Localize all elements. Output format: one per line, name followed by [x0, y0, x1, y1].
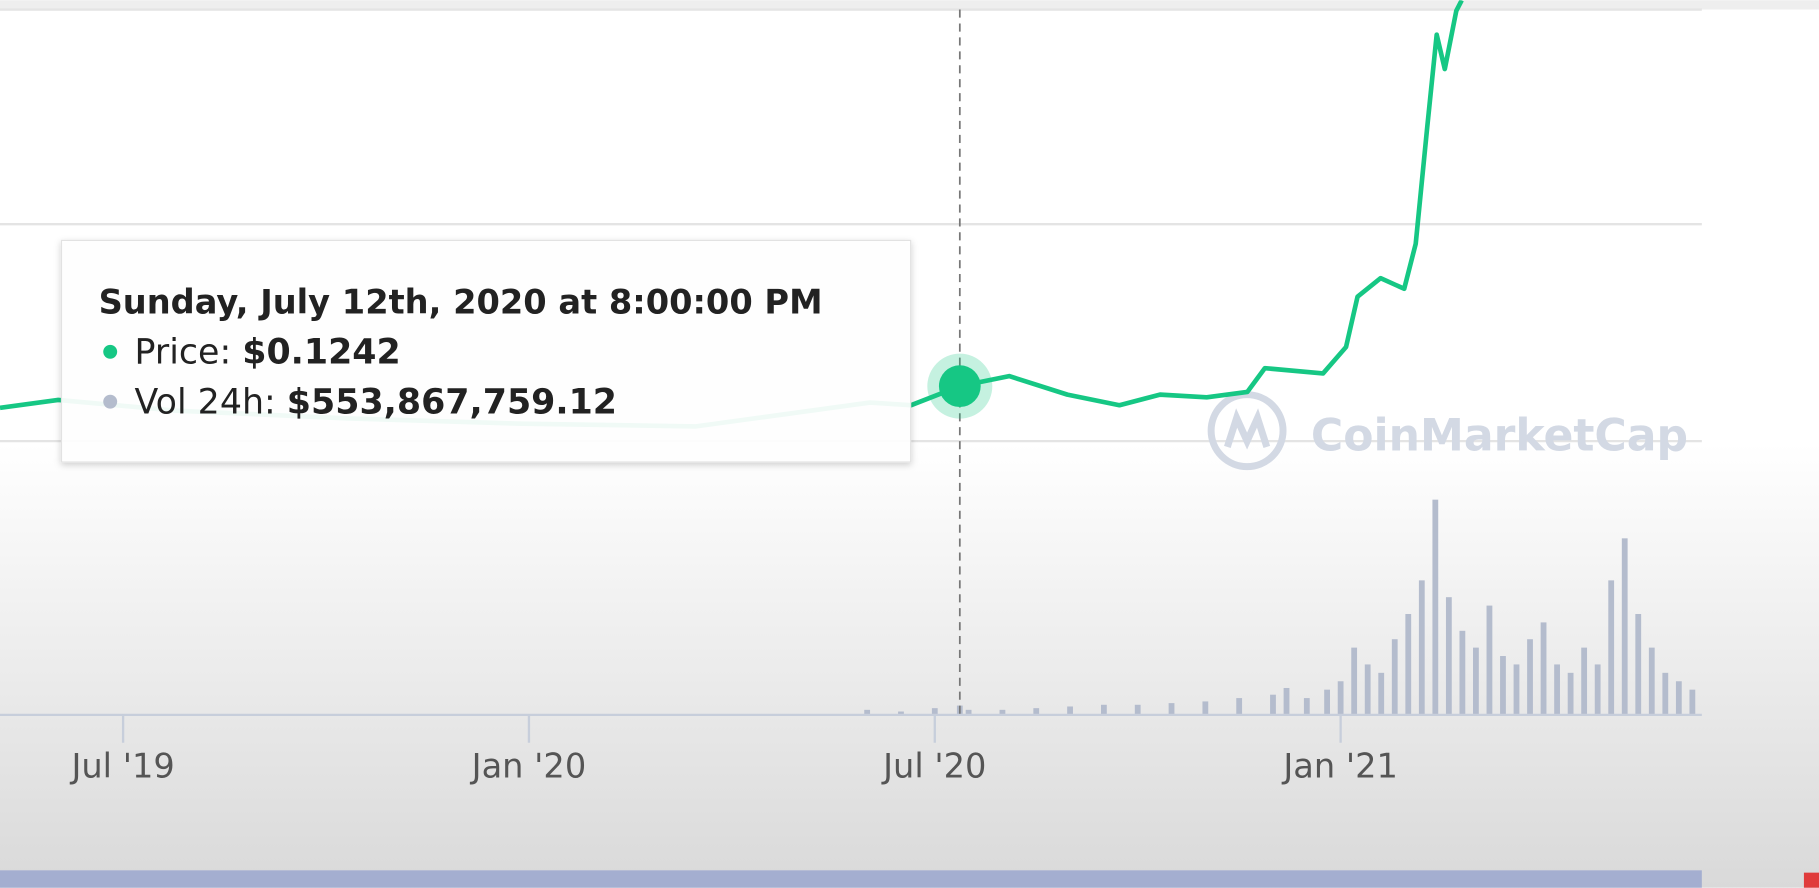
- top-strip: [0, 0, 1819, 10]
- x-tick-label: Jul '19: [69, 747, 174, 786]
- hover-marker: [927, 353, 993, 419]
- volume-bar: [1689, 689, 1696, 715]
- volume-bar: [1378, 672, 1385, 715]
- volume-bar: [1567, 672, 1574, 715]
- volume-bar: [1391, 639, 1398, 715]
- volume-bar: [999, 709, 1006, 715]
- watermark: CoinMarketCap: [1207, 391, 1688, 471]
- volume-bar: [1270, 694, 1276, 715]
- volume-bar: [1100, 704, 1107, 715]
- volume-bar: [1473, 647, 1479, 715]
- volume-bar: [1540, 622, 1547, 715]
- tooltip-label: Vol 24h:: [135, 382, 276, 422]
- watermark-text: CoinMarketCap: [1311, 410, 1688, 461]
- tooltip: Sunday, July 12th, 2020 at 8:00:00 PM Pr…: [60, 239, 912, 463]
- volume-bar: [1067, 706, 1073, 715]
- volume-bar: [1432, 499, 1439, 715]
- volume-bar: [1168, 703, 1175, 715]
- volume-bar: [1134, 704, 1141, 715]
- volume-bar: [898, 711, 904, 715]
- tooltip-label: Price:: [135, 332, 232, 372]
- volume-bar: [1486, 605, 1493, 715]
- volume-bar: [1621, 538, 1628, 715]
- volume-bar: [1527, 639, 1533, 715]
- volume-bar: [1608, 580, 1615, 715]
- volume-bar: [1459, 630, 1466, 715]
- volume-bar: [1337, 681, 1344, 715]
- volume-bar: [1033, 708, 1040, 715]
- volume-bar: [864, 709, 871, 715]
- volume-bar: [1351, 647, 1358, 715]
- tooltip-title: Sunday, July 12th, 2020 at 8:00:00 PM: [99, 282, 823, 321]
- tooltip-value: $0.1242: [242, 332, 400, 372]
- tooltip-value: $553,867,759.12: [287, 382, 617, 422]
- volume-bar: [1364, 664, 1371, 715]
- volume-bar: [965, 709, 972, 715]
- volume-bar: [1324, 689, 1331, 715]
- volume-bar: [1675, 681, 1682, 715]
- tooltip-box: [60, 239, 912, 463]
- tooltip-dot: [103, 344, 118, 359]
- corner-indicator: [1803, 872, 1819, 888]
- volume-bar: [1513, 664, 1520, 715]
- volume-bar: [1283, 687, 1290, 715]
- hover-point: [938, 365, 981, 408]
- watermark-logo: [1207, 391, 1287, 471]
- x-axis-ticks: Jul '19 Jan '20 Jul '20 Jan '21: [69, 714, 1398, 786]
- volume-bar: [1445, 597, 1452, 715]
- volume-bar: [1202, 701, 1209, 715]
- volume-bar: [1594, 664, 1601, 715]
- volume-bar: [1635, 613, 1642, 715]
- volume-bar: [1648, 647, 1655, 715]
- x-tick-label: Jan '21: [1281, 747, 1398, 786]
- volume-bar: [1405, 613, 1412, 715]
- volume-bar: [1303, 698, 1310, 715]
- x-tick-label: Jan '20: [470, 747, 587, 786]
- volume-bar: [1581, 647, 1588, 715]
- volume-bar: [931, 708, 938, 715]
- x-tick-label: Jul '20: [881, 747, 986, 786]
- volume-bar: [1662, 672, 1669, 715]
- volume-layer: [864, 499, 1696, 715]
- tooltip-price: Price: $0.1242: [135, 332, 401, 372]
- volume-bar: [1418, 580, 1425, 715]
- tooltip-dot: [103, 394, 118, 409]
- watermark-logo: [1224, 408, 1271, 450]
- tooltip-volume: Vol 24h: $553,867,759.12: [135, 382, 617, 422]
- volume-bar: [1236, 698, 1243, 715]
- volume-bar: [1554, 664, 1560, 715]
- volume-bar: [1500, 656, 1506, 715]
- navigator[interactable]: [0, 870, 1702, 888]
